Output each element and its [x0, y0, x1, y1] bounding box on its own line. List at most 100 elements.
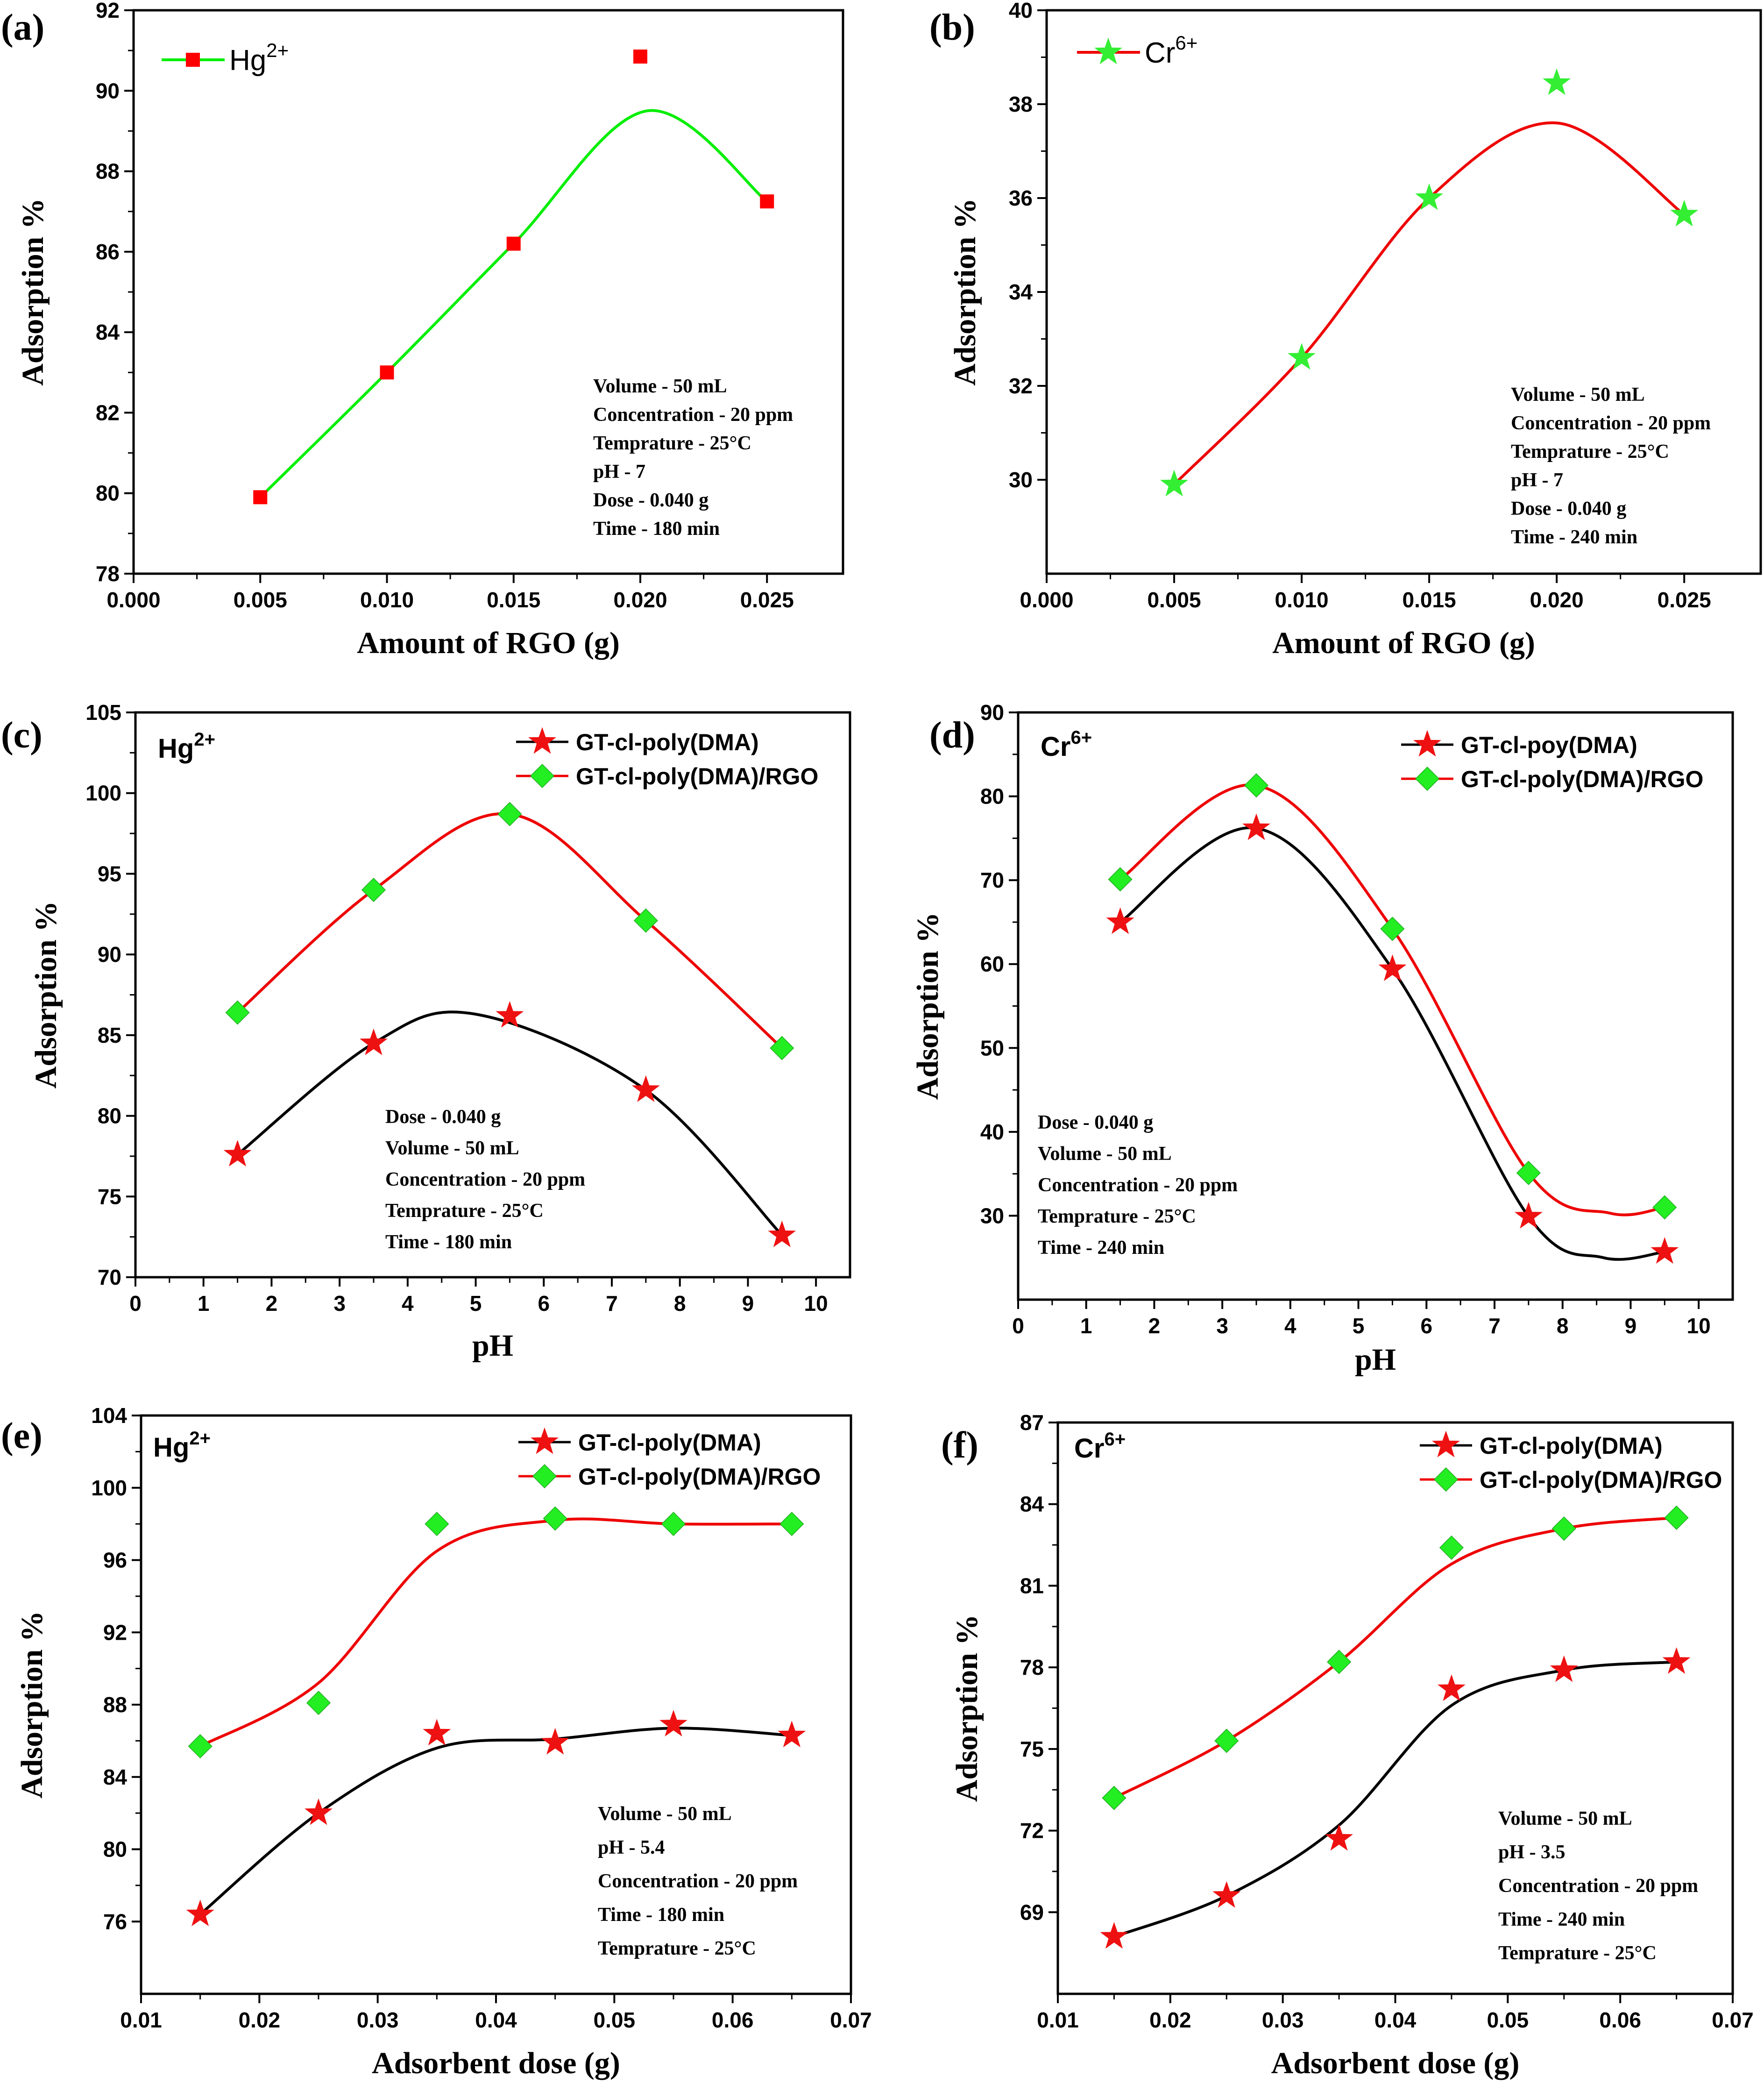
x-tick-label: 0.07	[830, 2008, 872, 2032]
y-tick-label: 60	[980, 952, 1004, 976]
x-tick-label: 0	[1012, 1314, 1024, 1338]
data-point	[1651, 1237, 1679, 1264]
legend-label: GT-cl-poly(DMA)/RGO	[1461, 766, 1703, 792]
condition-text: pH - 7	[593, 461, 645, 483]
y-tick-label: 87	[1020, 1410, 1044, 1435]
title-ion: Cr	[1074, 1433, 1104, 1464]
panel-label: (f)	[941, 1425, 978, 1466]
y-tick-label: 104	[91, 1403, 127, 1428]
y-tick-label: 100	[91, 1476, 127, 1500]
data-point	[1550, 1655, 1578, 1682]
legend-label: GT-cl-poly(DMA)	[1480, 1433, 1663, 1459]
condition-text: Volume - 50 mL	[593, 376, 727, 397]
data-point	[1378, 954, 1407, 982]
x-tick-label: 10	[804, 1291, 828, 1316]
fit-curve	[199, 1727, 792, 1916]
y-axis-label: Adsorption %	[29, 901, 63, 1089]
y-tick-label: 75	[1020, 1737, 1044, 1761]
x-tick-label: 0.01	[120, 2008, 162, 2032]
y-tick-label: 69	[1020, 1900, 1044, 1924]
condition-text: Temprature - 25°C	[593, 433, 751, 454]
x-axis-label: Adsorbent dose (g)	[1271, 2046, 1520, 2080]
legend-marker	[531, 1427, 559, 1454]
x-tick-label: 0.025	[1658, 588, 1711, 612]
legend-marker	[1432, 1430, 1460, 1458]
data-point	[659, 1710, 687, 1737]
condition-text: Time - 180 min	[598, 1904, 724, 1926]
x-tick-label: 6	[538, 1291, 550, 1316]
x-tick-label: 5	[1353, 1314, 1365, 1338]
x-tick-label: 0.02	[1149, 2008, 1191, 2032]
condition-text: Dose - 0.040 g	[385, 1106, 501, 1128]
panel-c: 0 1 2 3 4 5 6 7 8 9 10 70 75 80 85 90 95 100 105 pH Adsorpti…	[1, 700, 851, 1363]
x-tick-label: 0.05	[594, 2008, 636, 2032]
data-point	[305, 1798, 333, 1825]
y-tick-label: 82	[96, 400, 120, 425]
x-axis-label: Amount of RGO (g)	[1272, 626, 1535, 660]
data-point	[1327, 1650, 1352, 1674]
x-tick-label: 3	[333, 1291, 346, 1316]
data-point	[633, 908, 658, 933]
x-tick-label: 8	[1557, 1314, 1569, 1338]
condition-text: Dose - 0.040 g	[593, 490, 708, 511]
legend-marker	[532, 1464, 557, 1489]
y-tick-label: 40	[980, 1120, 1004, 1144]
legend-label: GT-cl-poly(DMA)/RGO	[576, 763, 818, 790]
x-tick-label: 7	[606, 1291, 618, 1316]
condition-text: Temprature - 25°C	[1498, 1942, 1657, 1964]
data-point	[1325, 1824, 1353, 1851]
legend-charge: 2+	[266, 39, 289, 61]
y-tick-label: 92	[96, 0, 120, 22]
panel-title: Cr6+	[1041, 727, 1092, 762]
data-point	[1543, 68, 1571, 95]
condition-text: Concentration - 20 ppm	[385, 1169, 585, 1190]
y-tick-label: 105	[85, 700, 121, 725]
x-tick-label: 9	[742, 1291, 754, 1316]
legend-label: GT-cl-poly(DMA)	[578, 1430, 761, 1456]
panel-title: Hg2+	[158, 729, 215, 764]
x-tick-label: 2	[266, 1291, 278, 1316]
y-axis-label: Adsorption %	[15, 1611, 49, 1799]
x-tick-label: 0.005	[234, 588, 287, 612]
data-point	[661, 1512, 686, 1536]
condition-text: Temprature - 25°C	[598, 1938, 756, 1959]
y-tick-label: 36	[1009, 186, 1033, 210]
title-ion: Cr	[1041, 732, 1070, 762]
x-tick-label: 10	[1687, 1314, 1711, 1338]
x-axis-label: pH	[1355, 1343, 1396, 1377]
data-point	[1439, 1535, 1464, 1560]
condition-text: Concentration - 20 ppm	[598, 1871, 798, 1892]
y-tick-label: 85	[98, 1023, 121, 1047]
y-tick-label: 84	[1020, 1492, 1044, 1516]
x-tick-label: 0.000	[1020, 588, 1073, 612]
x-tick-label: 0.04	[475, 2008, 517, 2032]
y-tick-label: 76	[103, 1909, 127, 1934]
y-tick-label: 90	[980, 700, 1004, 725]
y-tick-label: 96	[103, 1548, 127, 1572]
data-point	[1214, 1728, 1239, 1753]
y-axis-label: Adsorption %	[16, 198, 50, 386]
y-tick-label: 70	[980, 868, 1004, 892]
data-point	[223, 1139, 252, 1166]
y-tick-label: 38	[1009, 92, 1033, 116]
x-tick-label: 4	[402, 1291, 414, 1316]
legend-label: GT-cl-poly(DMA)/RGO	[578, 1464, 821, 1490]
data-point	[380, 365, 394, 380]
x-tick-label: 1	[198, 1291, 210, 1316]
x-tick-label: 0.01	[1037, 2008, 1079, 2032]
x-tick-label: 3	[1216, 1314, 1228, 1338]
title-charge: 2+	[194, 729, 215, 750]
x-tick-label: 0.015	[487, 588, 540, 612]
legend-ion: Hg	[229, 44, 266, 77]
data-point	[225, 1000, 250, 1025]
legend-marker	[1094, 37, 1122, 64]
legend-marker	[186, 53, 200, 67]
y-tick-label: 80	[980, 784, 1004, 809]
condition-text: pH - 7	[1511, 469, 1563, 491]
condition-text: Temprature - 25°C	[385, 1200, 544, 1222]
condition-text: Concentration - 20 ppm	[1038, 1174, 1238, 1196]
data-point	[1106, 907, 1134, 934]
data-point	[770, 1036, 794, 1060]
legend-ion: Cr	[1145, 37, 1175, 69]
data-point	[360, 1028, 388, 1055]
